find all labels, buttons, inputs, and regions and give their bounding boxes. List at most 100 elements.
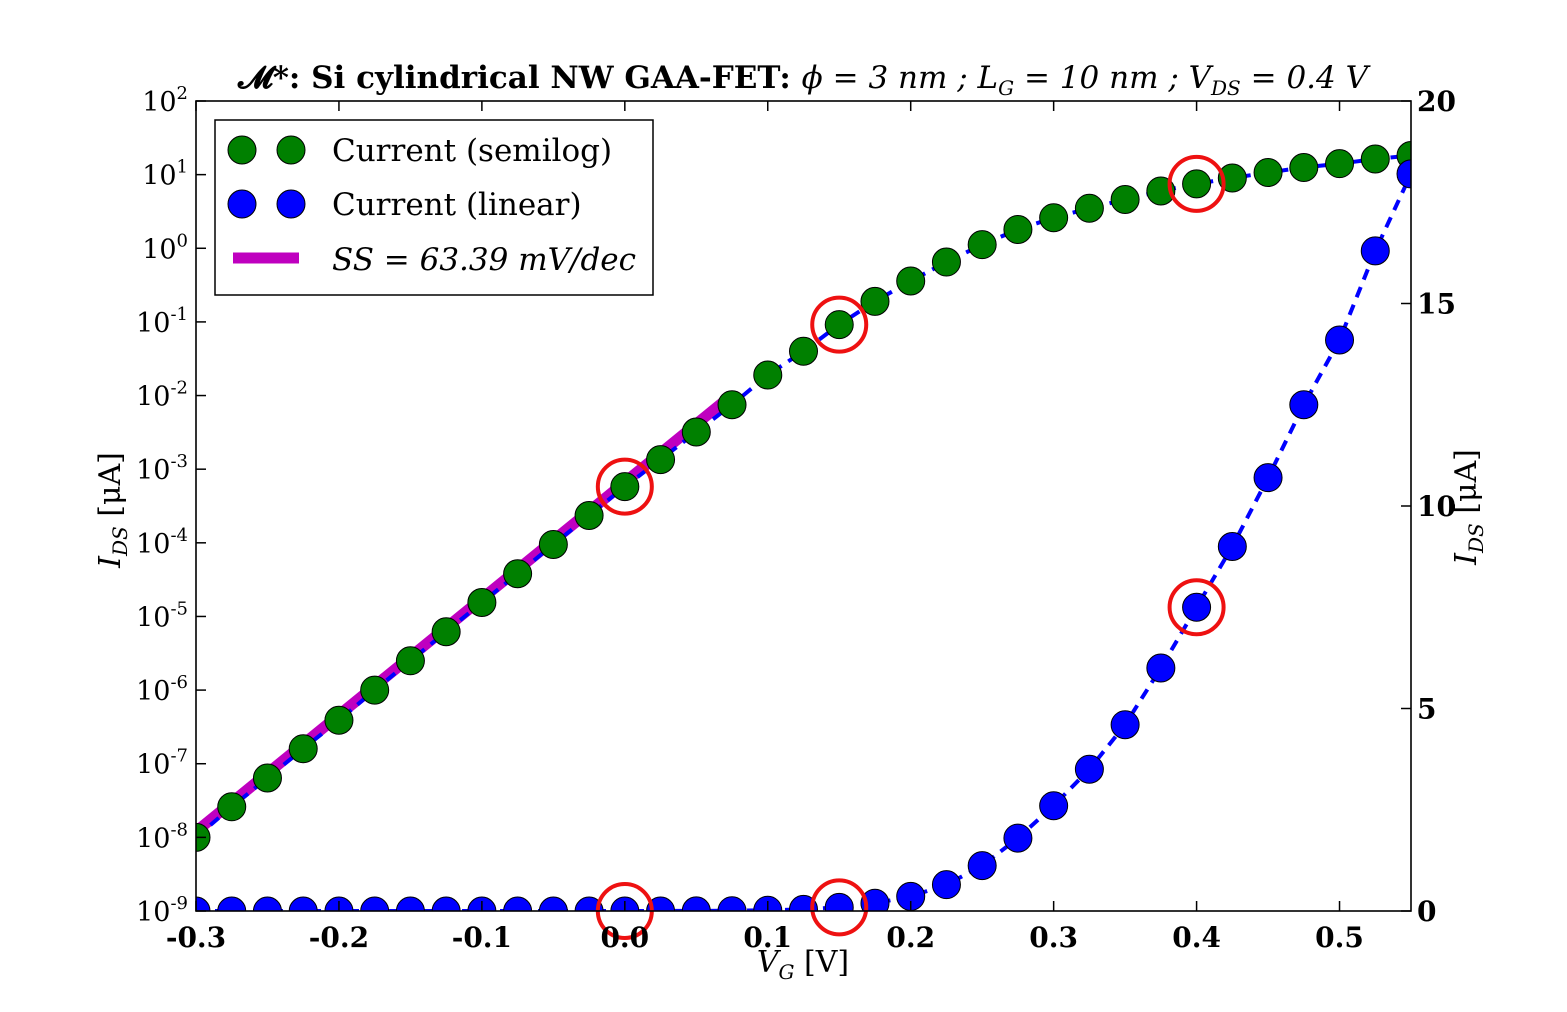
semilog-point xyxy=(395,646,425,676)
linear-point xyxy=(1325,325,1355,355)
chart-title: 𝓜*: Si cylindrical NW GAA-FET: ϕ = 3 nm … xyxy=(237,60,1372,100)
linear-point xyxy=(1074,754,1104,784)
x-tick-label: 0.2 xyxy=(886,921,935,954)
y-left-tick-label: 101 xyxy=(142,157,188,192)
y-axis-label-right: IDS [μA] xyxy=(1449,449,1488,566)
semilog-point xyxy=(931,247,961,277)
semilog-point xyxy=(431,617,461,647)
linear-point xyxy=(288,896,318,911)
y-left-tick-label: 10-8 xyxy=(136,819,188,854)
semilog-point xyxy=(1289,153,1319,183)
semilog-point xyxy=(860,286,890,316)
semilog-point xyxy=(1039,203,1069,233)
y-left-tick-label: 102 xyxy=(142,83,188,118)
y-left-tick-label: 10-2 xyxy=(136,378,188,413)
x-tick-label: 0.0 xyxy=(600,921,649,954)
semilog-point xyxy=(574,500,604,530)
y-axis-label-left: IDS [μA] xyxy=(93,452,132,569)
x-tick-label: 0.5 xyxy=(1315,921,1364,954)
axis-ticks: -0.3 -0.2 -0.1 0.0 0.1 0.2 0.3 0.4 0.5 10-9 10-8 10… xyxy=(136,83,1456,954)
semilog-point xyxy=(1325,149,1355,179)
semilog-point xyxy=(967,230,997,260)
linear-point xyxy=(196,896,211,911)
semilog-point xyxy=(538,529,568,559)
semilog-point xyxy=(1253,157,1283,187)
semilog-point xyxy=(288,734,318,764)
x-tick-label: 0.1 xyxy=(743,921,792,954)
linear-point xyxy=(431,896,461,911)
linear-point xyxy=(1360,236,1390,266)
linear-point xyxy=(252,896,282,911)
x-tick-label: 0.4 xyxy=(1172,921,1221,954)
linear-point xyxy=(1253,463,1283,493)
legend-marker-semilog xyxy=(227,135,257,165)
highlight-circle xyxy=(595,457,654,516)
semilog-point xyxy=(753,360,783,390)
semilog-point xyxy=(1360,144,1390,174)
legend-label-linear: Current (linear) xyxy=(332,187,582,223)
semilog-point xyxy=(717,390,747,420)
fit-line xyxy=(196,396,729,836)
linear-point xyxy=(824,892,854,911)
semilog-point xyxy=(1074,193,1104,223)
linear-point xyxy=(931,870,961,900)
y-left-tick-label: 10-5 xyxy=(136,598,188,633)
legend-label-fit: SS = 63.39 mV/dec xyxy=(332,242,636,278)
linear-point xyxy=(538,896,568,911)
linear-point xyxy=(503,896,533,911)
y-left-tick-label: 10-1 xyxy=(136,304,188,339)
x-tick-label: -0.3 xyxy=(166,921,226,954)
y-right-tick-label: 20 xyxy=(1417,85,1456,118)
linear-point xyxy=(395,896,425,911)
linear-point xyxy=(1289,390,1319,420)
linear-point xyxy=(1039,791,1069,821)
semilog-point xyxy=(789,336,818,366)
y-right-tick-label: 10 xyxy=(1417,490,1456,523)
highlight-circle xyxy=(810,295,869,354)
semilog-point xyxy=(252,763,282,793)
linear-point xyxy=(1217,532,1247,561)
semilog-point xyxy=(646,445,676,475)
linear-point xyxy=(1182,592,1212,622)
legend-marker-linear xyxy=(276,189,306,219)
y-right-tick-label: 5 xyxy=(1417,693,1436,726)
semilog-point xyxy=(503,559,533,589)
semilog-point xyxy=(610,472,640,502)
semilog-point xyxy=(1003,214,1033,244)
legend-label-semilog: Current (semilog) xyxy=(332,133,612,169)
legend-marker-semilog xyxy=(276,135,306,165)
legend-marker-linear xyxy=(227,189,257,219)
x-axis-label: VG [V] xyxy=(757,945,849,984)
semilog-point xyxy=(360,675,390,705)
linear-point xyxy=(967,851,997,881)
linear-point xyxy=(1110,710,1140,740)
y-left-tick-label: 10-9 xyxy=(136,893,188,928)
legend: Current (semilog) Current (linear) SS = … xyxy=(214,119,654,296)
x-tick-label: 0.3 xyxy=(1029,921,1078,954)
semilog-point xyxy=(681,417,711,447)
semilog-point xyxy=(217,792,247,822)
x-tick-label: -0.1 xyxy=(452,921,512,954)
semilog-point xyxy=(467,587,497,617)
semilog-series xyxy=(196,140,1411,852)
semilog-point xyxy=(1110,184,1140,214)
y-left-tick-label: 10-7 xyxy=(136,746,188,781)
y-left-tick-label: 10-3 xyxy=(136,451,188,486)
linear-point xyxy=(1396,159,1411,189)
linear-point xyxy=(1003,823,1033,853)
y-left-tick-label: 100 xyxy=(142,230,188,265)
linear-point xyxy=(360,896,390,911)
y-right-tick-label: 15 xyxy=(1417,288,1456,321)
y-left-tick-label: 10-6 xyxy=(136,672,188,707)
highlight-circle xyxy=(1167,154,1226,213)
semilog-point xyxy=(324,705,354,735)
y-right-tick-label: 0 xyxy=(1417,895,1436,928)
y-left-tick-label: 10-4 xyxy=(136,525,188,560)
highlight-circle xyxy=(810,878,869,937)
semilog-point xyxy=(1182,169,1212,199)
semilog-point xyxy=(824,310,854,340)
linear-point xyxy=(1146,653,1176,683)
highlight-circle xyxy=(1167,578,1226,637)
x-tick-label: -0.2 xyxy=(309,921,369,954)
